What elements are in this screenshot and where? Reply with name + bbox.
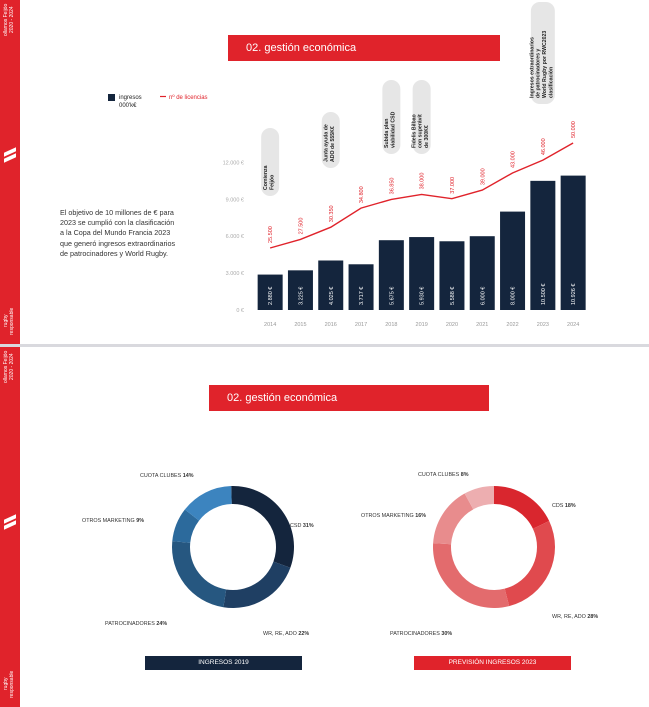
bar-value-label: 4.025 €: [329, 287, 335, 305]
licences-value-label: 50.000: [571, 121, 577, 138]
intro-paragraph: El objetivo de 10 millones de € para 202…: [60, 208, 176, 258]
y-tick-label: 6.000 €: [226, 234, 244, 240]
bar-value-label: 10.926 €: [571, 284, 577, 305]
annotation-text: ComienzaFeijóo: [263, 165, 275, 190]
bar-value-label: 3.717 €: [359, 287, 365, 305]
donut-charts: CSD 31% WR, RE, ADO 22% PATROCINADORES 24%…: [82, 472, 598, 637]
x-tick-label: 2016: [325, 322, 337, 328]
donut-label: CUOTA CLUBES 8%: [418, 472, 469, 478]
bar-2020: [439, 241, 465, 310]
bar-2014: [257, 274, 283, 310]
x-tick-label: 2021: [476, 322, 488, 328]
donut-label: PATROCINADORES 24%: [105, 621, 167, 627]
donut-slice-wr-re-ado: [223, 561, 291, 608]
legend-line-label: nº de licencias: [169, 94, 208, 101]
licences-value-label: 38.000: [420, 173, 426, 190]
bar-value-label: 2.880 €: [268, 287, 274, 305]
y-tick-label: 9.000 €: [226, 197, 244, 203]
bar-value-label: 6.000 €: [480, 287, 486, 305]
bar-2023: [530, 180, 556, 310]
licences-value-label: 37.000: [450, 177, 456, 194]
donut-slice-wr-re-ado: [504, 521, 555, 607]
licences-value-label: 39.000: [480, 168, 486, 185]
revenue-licences-chart: ingresos 000'k€ nº de licencias 0 € 3.000 € 6…: [108, 2, 586, 328]
section-banner: 02. gestión económica: [228, 35, 500, 61]
x-tick-label: 2024: [567, 322, 579, 328]
licences-value-label: 34.800: [359, 186, 365, 203]
bar-value-label: 10.500 €: [541, 284, 547, 305]
annotation-bubble: [261, 128, 280, 196]
bar-value-label: 3.225 €: [298, 287, 304, 305]
donut-label: CUOTA CLUBES 14%: [140, 473, 194, 479]
x-tick-label: 2022: [506, 322, 518, 328]
slide-bar-chart: ollamos Feijóo 2020 - 2024 rugby respons…: [0, 0, 649, 344]
slide-donut-charts: ollamos Feijóo 2020 - 2024 rugby respons…: [0, 347, 649, 707]
x-tick-label: 2019: [416, 322, 428, 328]
x-tick-label: 2014: [264, 322, 276, 328]
legend-bar-label: ingresos 000'k€: [119, 95, 142, 109]
y-tick-label: 3.000 €: [226, 271, 244, 277]
donut-slice-cuota-clubes: [464, 486, 494, 510]
licences-value-label: 27.500: [298, 218, 304, 235]
bar-2022: [500, 211, 526, 310]
licences-value-label: 30.350: [329, 205, 335, 222]
licences-value-label: 36.850: [389, 178, 395, 195]
donut-label: WR, RE, ADO 28%: [552, 614, 598, 620]
sidebar: ollamos Feijóo 2020 - 2024 rugby respons…: [0, 0, 20, 344]
section-banner: 02. gestión económica: [209, 385, 489, 411]
donut-slice-patrocinadores: [172, 541, 227, 608]
donut-label: OTROS MARKETING 16%: [361, 513, 426, 519]
annotation-bubble: [530, 2, 555, 104]
donut-label: WR, RE, ADO 22%: [263, 631, 309, 637]
donut-slice-cds: [494, 486, 550, 529]
bar-2019: [409, 237, 435, 310]
donut-label: CSD 31%: [290, 523, 314, 529]
bar-2021: [469, 236, 495, 310]
donut-slice-csd: [231, 486, 294, 568]
y-tick-label: 0 €: [236, 308, 244, 314]
annotation-text: Subida planviabilidad CSD: [384, 111, 396, 148]
annotation-bubble: [321, 112, 340, 168]
bar-2015: [287, 270, 313, 310]
annotation-text: Fidelis Bilbaocon superávitde 300K€: [411, 114, 430, 148]
annotation-bubble: [412, 80, 431, 154]
donut-slice-otros-marketing: [433, 493, 474, 545]
licences-line: [269, 142, 574, 249]
bar-2024: [560, 175, 586, 310]
y-tick-label: 12.000 €: [223, 160, 244, 166]
annotation-text: Junta ayuda deADO de 555K€: [324, 124, 336, 162]
annotation-bubble: [382, 80, 401, 154]
licences-value-label: 25.500: [268, 226, 274, 243]
bar-value-label: 5.930 €: [420, 287, 426, 305]
x-tick-label: 2023: [537, 322, 549, 328]
bar-2016: [318, 260, 344, 310]
bar-value-label: 8.000 €: [511, 287, 517, 305]
bar-2017: [348, 264, 374, 310]
x-tick-label: 2015: [294, 322, 306, 328]
donut-label: PATROCINADORES 30%: [390, 631, 452, 637]
licences-value-label: 46.000: [541, 138, 547, 155]
annotation-text: Ingresos extraordinariosde patrocinadore…: [529, 31, 554, 98]
donut-label: OTROS MARKETING 9%: [82, 518, 144, 524]
bar-value-label: 5.588 €: [450, 287, 456, 305]
x-tick-label: 2020: [446, 322, 458, 328]
x-tick-label: 2018: [385, 322, 397, 328]
x-tick-label: 2017: [355, 322, 367, 328]
footer-label-2023: PREVISIÓN INGRESOS 2023: [414, 656, 571, 670]
bar-2018: [378, 240, 404, 310]
donut-slice-otros-marketing: [172, 509, 200, 543]
donut-slice-cuota-clubes: [184, 486, 232, 521]
sidebar: ollamos Feijóo 2020 - 2024 rugby respons…: [0, 347, 20, 707]
footer-label-2019: INGRESOS 2019: [145, 656, 302, 670]
donut-label: CDS 18%: [552, 503, 576, 509]
licences-value-label: 43.000: [511, 151, 517, 168]
bar-value-label: 5.675 €: [389, 287, 395, 305]
legend-bar-swatch: [108, 94, 115, 101]
donut-slice-patrocinadores: [433, 543, 510, 608]
